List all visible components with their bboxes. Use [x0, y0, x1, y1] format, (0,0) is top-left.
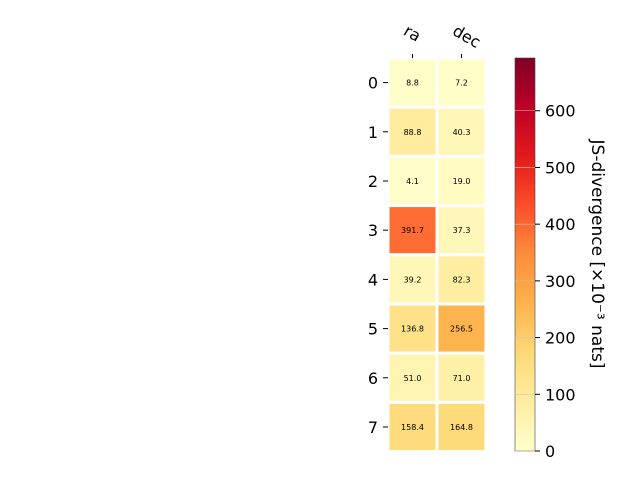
cell-value-label: 19.0: [453, 177, 471, 186]
heatmap-cell: [435, 154, 488, 208]
cell-value-label: 39.2: [404, 275, 422, 284]
y-tick-label: 7: [368, 418, 378, 437]
y-tick-label: 6: [368, 369, 378, 388]
y-tick-label: 3: [368, 221, 378, 240]
x-tick-label: ra: [401, 21, 425, 46]
cell-value-label: 391.7: [401, 226, 424, 235]
colorbar-tick-label: 0: [545, 442, 555, 461]
y-tick-label: 5: [368, 320, 378, 339]
x-axis-ticks: ra dec: [401, 21, 484, 58]
cell-value-label: 71.0: [453, 374, 471, 383]
cell-value-label: 88.8: [404, 128, 422, 137]
cell-value-label: 82.3: [453, 275, 471, 284]
colorbar-tick-label: 200: [545, 329, 576, 348]
y-axis-ticks: 0 1 2 3 4 5 6 7: [368, 74, 388, 437]
heatmap-cell: [435, 105, 488, 158]
cell-value-label: 51.0: [404, 374, 422, 383]
y-tick-label: 1: [368, 123, 378, 142]
cell-value-label: 4.1: [406, 177, 419, 186]
y-tick-label: 0: [368, 74, 378, 93]
cell-value-label: 164.8: [450, 423, 473, 432]
cell-value-label: 7.2: [455, 79, 468, 88]
cell-value-label: 158.4: [401, 423, 424, 432]
x-tick-label: dec: [450, 21, 484, 52]
cell-value-label: 37.3: [453, 226, 471, 235]
colorbar: 0 100 200 300 400 500 600: [514, 57, 576, 461]
colorbar-label: JS-divergence [×10⁻³ nats]: [587, 139, 607, 369]
heatmap-cells: 8.8 7.2 88.8 40.3 4.1 19.0 391.7 37.3 39.2 82.3 13…: [386, 56, 488, 454]
colorbar-tick-label: 500: [545, 158, 576, 177]
colorbar-tick-label: 300: [545, 272, 576, 291]
colorbar-tick-label: 600: [545, 102, 576, 121]
cell-value-label: 256.5: [450, 325, 473, 334]
y-tick-label: 2: [368, 172, 378, 191]
y-tick-label: 4: [368, 270, 378, 289]
heatmap-cell: [435, 204, 488, 257]
cell-value-label: 136.8: [401, 325, 424, 334]
cell-value-label: 40.3: [453, 128, 471, 137]
heatmap-cell: [435, 253, 488, 306]
heatmap-cell: [435, 400, 488, 454]
colorbar-gradient: [514, 57, 536, 452]
colorbar-tick-label: 100: [545, 385, 576, 404]
cell-value-label: 8.8: [406, 79, 419, 88]
colorbar-tick-label: 400: [545, 215, 576, 234]
